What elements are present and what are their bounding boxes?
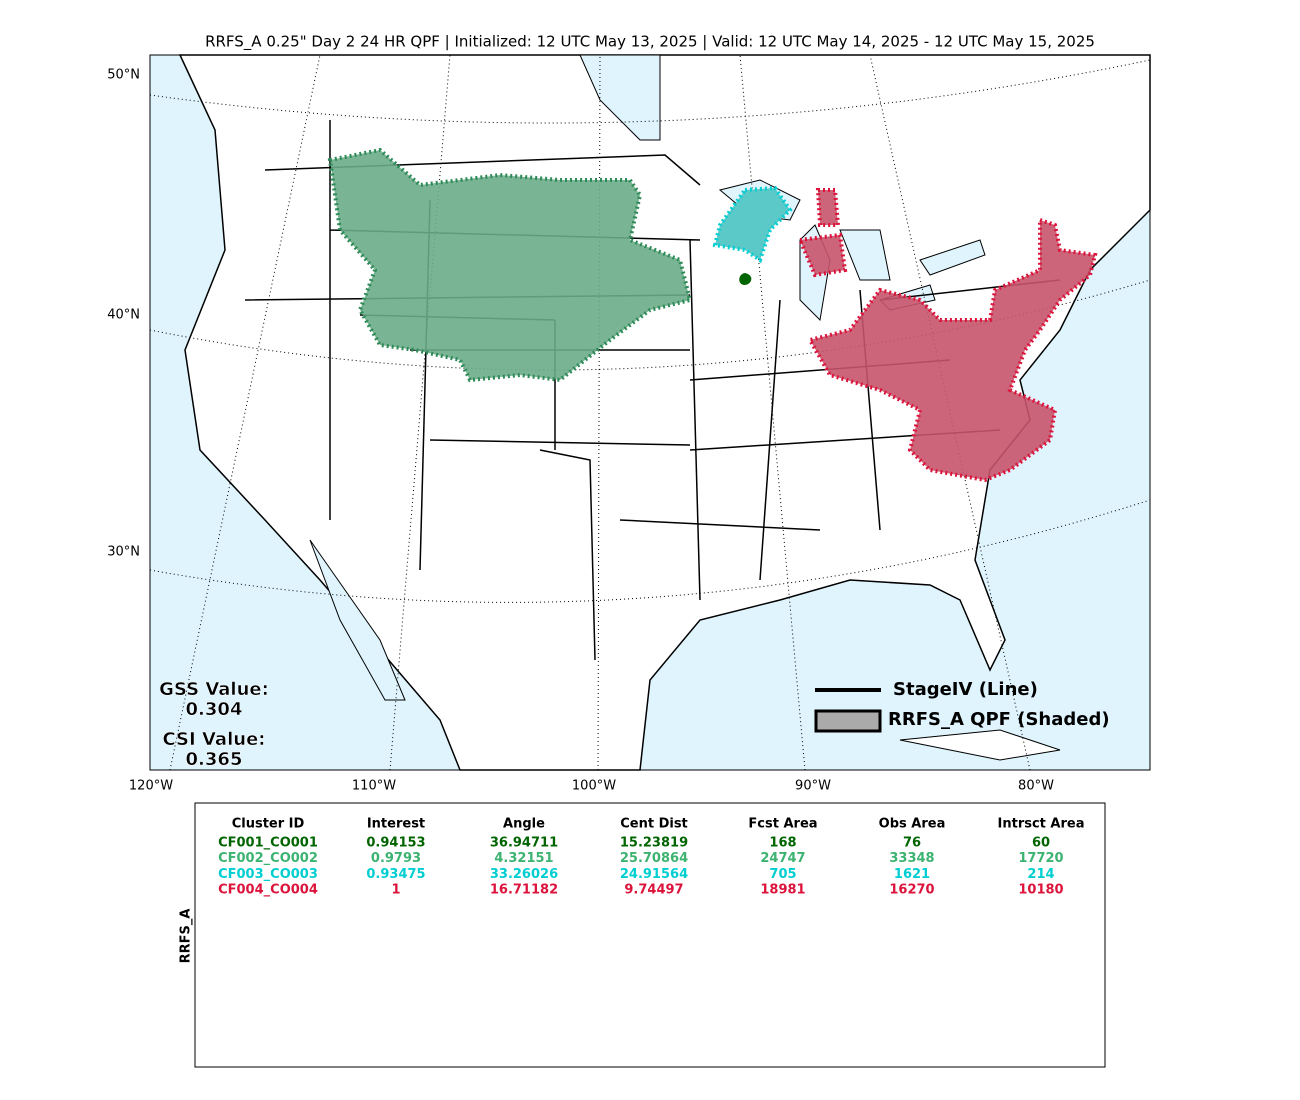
legend-entry: RRFS_A QPF (Shaded) — [888, 709, 1110, 730]
map — [149, 54, 1151, 771]
legend-shade-swatch — [814, 709, 882, 733]
great-lakes — [718, 179, 986, 322]
table-cell: 1621 — [894, 867, 930, 882]
table-cell: 15.23819 — [620, 836, 688, 851]
column-header: Intrsct Area — [998, 817, 1085, 832]
lon-label: 80°W — [1018, 779, 1054, 794]
table-cell: 76 — [903, 836, 921, 851]
column-header: Cent Dist — [620, 817, 688, 832]
gulf-of-california — [309, 539, 406, 701]
table-cell: 214 — [1027, 867, 1054, 882]
side-label: RRFS_A — [179, 909, 194, 964]
table-cell: 9.74497 — [624, 883, 683, 898]
csi-label: CSI Value: — [163, 729, 266, 750]
map-frame — [149, 54, 1151, 771]
lon-label: 120°W — [129, 779, 173, 794]
stats-table: RRFS_A Cluster ID Interest Angle Cent Dist Fc… — [179, 817, 1085, 964]
title: RRFS_A 0.25" Day 2 24 HR QPF | Initializ… — [205, 33, 1095, 52]
cluster-1-region — [739, 273, 752, 285]
lon-label: 90°W — [795, 779, 831, 794]
table-cell: CF001_CO001 — [218, 836, 318, 851]
table-cell: 705 — [769, 867, 796, 882]
table-cell: 24.91564 — [620, 867, 688, 882]
table-cell: 4.32151 — [494, 851, 553, 866]
table-cell: 16270 — [889, 883, 934, 898]
table-cell: CF002_CO002 — [218, 851, 318, 866]
table-cell: 168 — [769, 836, 796, 851]
map-labels: 50°N 40°N 30°N 120°W 110°W 100°W 90°W 80°W GSS V… — [107, 68, 1109, 794]
table-cell: 18981 — [760, 883, 805, 898]
table-cell: 33348 — [889, 851, 934, 866]
table-frame — [194, 802, 1106, 1068]
cuba — [899, 729, 1061, 761]
table-cell: 0.94153 — [366, 836, 425, 851]
table-cell: CF003_CO003 — [218, 867, 318, 882]
csi-value: 0.365 — [186, 749, 243, 770]
table-cell: CF004_CO004 — [218, 883, 318, 898]
lat-label: 30°N — [107, 545, 140, 560]
table-cell: 0.93475 — [366, 867, 425, 882]
gss-label: GSS Value: — [159, 679, 269, 700]
lon-label: 100°W — [572, 779, 616, 794]
table-cell: 36.94711 — [490, 836, 558, 851]
table-cell: 17720 — [1018, 851, 1063, 866]
lon-label: 110°W — [352, 779, 396, 794]
table-cell: 60 — [1032, 836, 1050, 851]
table-cell: 16.71182 — [490, 883, 558, 898]
column-header: Angle — [503, 817, 545, 832]
gss-value: 0.304 — [186, 699, 243, 720]
table-cell: 10180 — [1018, 883, 1063, 898]
lat-label: 40°N — [107, 308, 140, 323]
table-cell: 24747 — [760, 851, 805, 866]
column-header: Obs Area — [879, 817, 946, 832]
column-header: Interest — [367, 817, 425, 832]
column-header: Cluster ID — [232, 817, 305, 832]
table-cell: 33.26026 — [490, 867, 558, 882]
cluster-4-region — [797, 188, 1098, 483]
column-header: Fcst Area — [748, 817, 817, 832]
table-cell: 0.9793 — [371, 851, 421, 866]
lat-label: 50°N — [107, 68, 140, 83]
table-cell: 1 — [391, 883, 400, 898]
table-cell: 25.70864 — [620, 851, 688, 866]
cluster-2-region — [327, 147, 693, 383]
cluster-3-region — [712, 185, 793, 264]
legend-entry: StageIV (Line) — [893, 679, 1038, 700]
